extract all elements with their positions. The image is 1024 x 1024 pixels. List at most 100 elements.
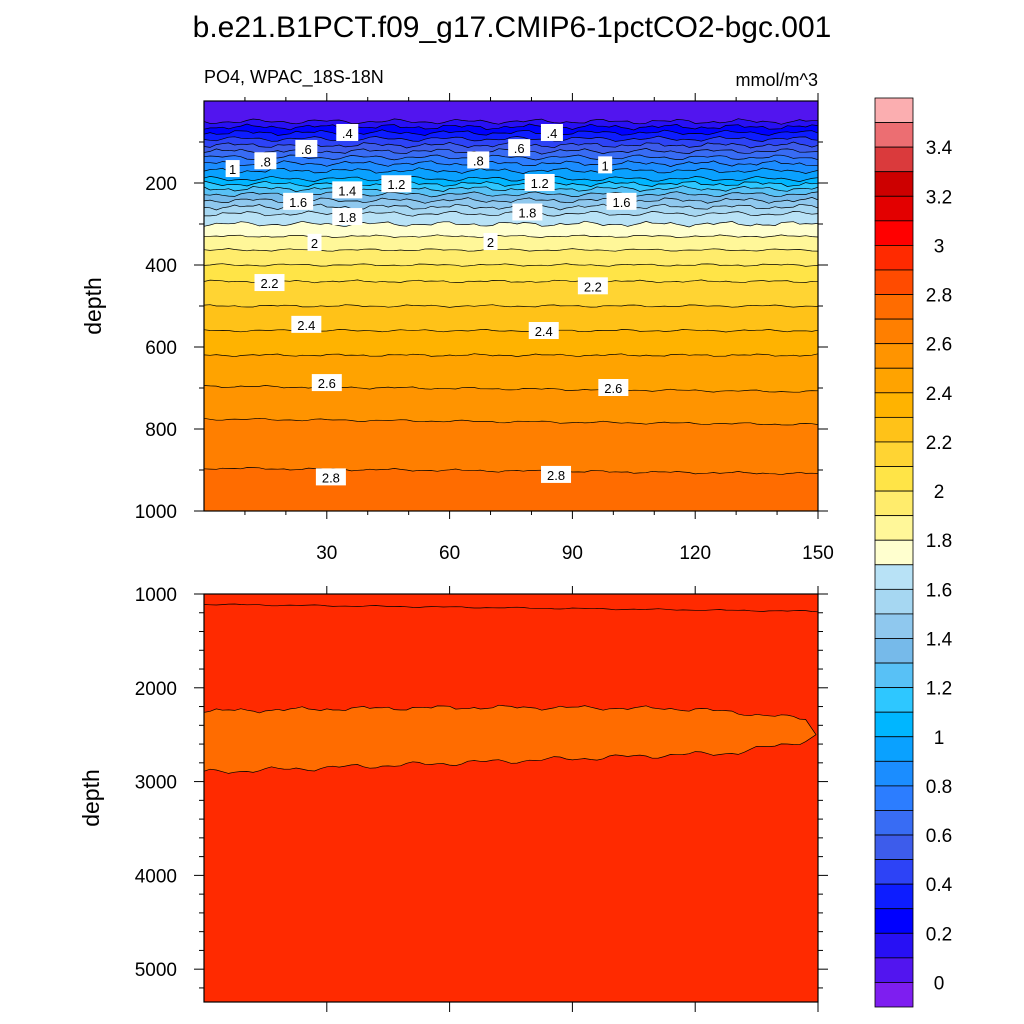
contour-line xyxy=(204,279,818,284)
contour-label-text: 2 xyxy=(311,236,318,251)
colorbar-tick-label: 0.8 xyxy=(926,777,952,798)
contour-line xyxy=(204,160,818,167)
colorbar-swatch xyxy=(874,539,914,566)
contour-label: 1.8 xyxy=(332,208,363,226)
contour-label: 1.2 xyxy=(381,175,412,193)
colorbar-swatch xyxy=(874,588,914,615)
contour-line xyxy=(204,417,818,426)
contour-label-text: 1 xyxy=(229,162,236,177)
colorbar-swatch xyxy=(874,294,914,320)
colorbar-swatch xyxy=(874,932,914,959)
contour-label-text: 1 xyxy=(602,158,609,173)
contour-line xyxy=(204,467,818,476)
contour-line xyxy=(204,135,818,142)
x-tick-label: 60 xyxy=(439,543,460,564)
chart-subtitle-left: PO4, WPAC_18S-18N xyxy=(204,67,384,88)
colorbar-swatch xyxy=(874,171,914,197)
chart-units-label: mmol/m^3 xyxy=(736,70,818,90)
contour-label: 2 xyxy=(483,233,498,251)
colorbar-swatch xyxy=(874,245,914,271)
contour-label-text: 1.6 xyxy=(289,195,307,210)
y-tick-label: 1000 xyxy=(135,502,177,523)
colorbar-swatch xyxy=(874,810,914,836)
colorbar-tick-label: 0.4 xyxy=(926,875,953,896)
contour-label: 2.2 xyxy=(254,274,285,292)
contour-label-text: 2.4 xyxy=(535,324,553,339)
y-tick-label: 4000 xyxy=(135,866,177,887)
y-tick-label: 400 xyxy=(145,256,177,277)
contour-label-text: 1.8 xyxy=(518,206,536,221)
contour-label: 2.4 xyxy=(291,315,322,333)
contour-label: 2 xyxy=(307,233,322,251)
contour-label-text: 2.2 xyxy=(584,279,602,294)
contour-line xyxy=(204,353,818,358)
colorbar-tick-label: 0.6 xyxy=(926,826,952,847)
x-tick-label: 120 xyxy=(679,543,711,564)
lower-contour-fill xyxy=(204,594,818,1002)
colorbar-swatch xyxy=(874,908,914,934)
colorbar-swatch xyxy=(874,982,914,1008)
colorbar-swatch xyxy=(874,146,914,173)
contour-label: 2.8 xyxy=(541,465,572,483)
contour-label-text: 1.2 xyxy=(387,177,405,192)
colorbar: 3.4 3.2 3 2.8 2.6 2.4 2.2 2 1.8 1.6 1.4 1.2 1 0.8 0.6 0… xyxy=(874,97,953,1008)
contour-line xyxy=(204,603,818,613)
contour-label: 1.6 xyxy=(283,192,314,210)
colorbar-swatch xyxy=(874,736,914,762)
contour-line xyxy=(204,304,818,308)
contour-label-text: 2.6 xyxy=(318,376,336,391)
colorbar-swatch xyxy=(874,490,914,517)
colorbar-swatch xyxy=(874,220,914,246)
colorbar-swatch xyxy=(874,711,914,738)
contour-label-text: .4 xyxy=(342,126,353,141)
contour-label: .8 xyxy=(467,151,490,169)
colorbar-swatch xyxy=(874,564,914,590)
colorbar-swatch xyxy=(874,662,914,689)
colorbar-tick-label: 2.8 xyxy=(926,286,952,307)
colorbar-swatch xyxy=(874,613,914,639)
contour-line xyxy=(204,385,818,393)
contour-label-text: 2.6 xyxy=(604,381,622,396)
contour-band xyxy=(204,594,818,1002)
colorbar-swatch xyxy=(874,957,914,983)
contour-line xyxy=(204,154,818,161)
contour-label: 2.8 xyxy=(315,468,346,486)
y-tick-label: 1000 xyxy=(135,585,177,606)
contour-label: .8 xyxy=(254,152,277,170)
upper-contour-labels: .4 .4 .6 .6 .8 .8 1 1 1.4 1.2 1.2 1.6 1.6 1.8 1.8 2 2 2.2… xyxy=(225,123,637,486)
contour-label: .4 xyxy=(540,123,563,141)
y-tick-label: 5000 xyxy=(135,960,177,981)
contour-label: 2.4 xyxy=(528,322,559,340)
contour-label-text: .8 xyxy=(473,153,484,168)
contour-label-text: .6 xyxy=(301,142,312,157)
colorbar-swatch xyxy=(874,122,914,148)
colorbar-tick-label: 2.4 xyxy=(926,384,953,405)
contour-label: 1 xyxy=(598,156,613,174)
contour-label: 2.6 xyxy=(598,379,629,396)
colorbar-swatch xyxy=(874,687,914,713)
contour-line xyxy=(204,210,818,217)
contour-line xyxy=(204,180,818,187)
y-tick-label: 3000 xyxy=(135,773,177,794)
colorbar-swatch xyxy=(874,97,914,123)
colorbar-swatch xyxy=(874,883,914,910)
upper-contour-fill xyxy=(204,101,818,511)
contour-label-text: 2.8 xyxy=(547,468,565,483)
x-tick-label: 150 xyxy=(802,543,834,564)
y-tick-label: 200 xyxy=(145,174,177,195)
contour-label: 1.4 xyxy=(332,181,363,199)
upper-y-axis-label: depth xyxy=(80,277,106,335)
contour-label: 1.6 xyxy=(606,192,637,210)
colorbar-tick-label: 1 xyxy=(934,728,945,749)
x-tick-label: 30 xyxy=(316,543,337,564)
contour-line xyxy=(204,263,818,267)
contour-line xyxy=(204,167,818,174)
colorbar-tick-label: 1.4 xyxy=(926,629,953,650)
lower-plot-frame xyxy=(203,593,819,1003)
colorbar-tick-label: 2.2 xyxy=(926,433,952,454)
contour-label-text: 1.2 xyxy=(531,176,549,191)
colorbar-swatch xyxy=(874,785,914,811)
colorbar-tick-label: 2 xyxy=(934,482,945,503)
contour-line xyxy=(204,248,818,252)
